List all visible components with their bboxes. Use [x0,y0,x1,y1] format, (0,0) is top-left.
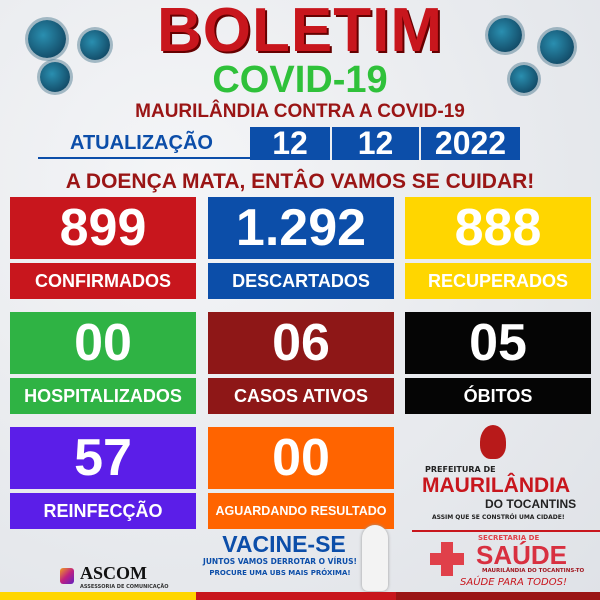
health-cross-icon [430,542,464,576]
update-month: 12 [332,127,419,160]
virus-icon [80,30,110,60]
update-day: 12 [250,127,330,160]
stat-value: 899 [10,197,196,259]
prefeitura-sub: DO TOCANTINS [485,497,577,511]
stat-value: 57 [10,427,196,489]
footer-bar [196,592,396,600]
vaccine-title: VACINE-SE [222,531,346,557]
virus-icon [510,65,538,93]
stat-value: 1.292 [208,197,394,259]
virus-icon [28,20,66,58]
stat-label: AGUARDANDO RESULTADO [208,493,394,529]
stat-card: 1.292 DESCARTADOS [208,197,394,299]
stat-value: 05 [405,312,591,374]
update-label: ATUALIZAÇÃO [70,132,213,154]
stat-card: 00 HOSPITALIZADOS [10,312,196,414]
ascom-name: ASCOM [80,563,147,583]
stat-card: 00 AGUARDANDO RESULTADO [208,427,394,529]
stat-label: HOSPITALIZADOS [10,378,196,414]
virus-icon [40,62,70,92]
saude-sub: MAURILÂNDIA DO TOCANTINS-TO [482,568,585,574]
prefeitura-logo-icon [480,425,506,459]
stat-card: 888 RECUPERADOS [405,197,591,299]
stat-card: 57 REINFECÇÃO [10,427,196,529]
divider [38,157,250,159]
vaccine-line1: JUNTOS VAMOS DERROTAR O VÍRUS! [203,557,357,566]
ascom-sub: ASSESSORIA DE COMUNICAÇÃO [80,584,169,590]
saude-motto: SAÚDE PARA TODOS! [460,577,567,588]
update-year: 2022 [421,127,520,160]
footer-bar [0,592,196,600]
divider [412,530,600,532]
stat-label: RECUPERADOS [405,263,591,299]
saude-pre: SECRETARIA DE [478,534,540,542]
prefeitura-motto: ASSIM QUE SE CONSTRÓI UMA CIDADE! [432,514,565,521]
stat-card: 06 CASOS ATIVOS [208,312,394,414]
slogan: A DOENÇA MATA, ENTÂO VAMOS SE CUIDAR! [65,170,535,193]
stat-label: CONFIRMADOS [10,263,196,299]
page-subtitle: COVID-19 [212,59,388,101]
stat-card: 899 CONFIRMADOS [10,197,196,299]
page-title: BOLETIM [157,0,443,65]
stat-value: 00 [10,312,196,374]
footer-bar [396,592,600,600]
stat-label: DESCARTADOS [208,263,394,299]
stat-value: 06 [208,312,394,374]
prefeitura-name: MAURILÂNDIA [422,474,571,497]
virus-icon [540,30,574,64]
stat-label: REINFECÇÃO [10,493,196,529]
prefeitura-pre: PREFEITURA DE [425,465,496,474]
virus-icon [488,18,522,52]
stat-value: 888 [405,197,591,259]
saude-name: SAÚDE [476,540,568,570]
stat-value: 00 [208,427,394,489]
ascom-logo-icon [60,568,74,584]
tagline: MAURILÂNDIA CONTRA A COVID-19 [135,101,465,122]
stat-label: ÓBITOS [405,378,591,414]
vaccine-mascot-icon [362,525,388,591]
vaccine-line2: PROCURE UMA UBS MAIS PRÓXIMA! [209,569,351,577]
stat-label: CASOS ATIVOS [208,378,394,414]
stat-card: 05 ÓBITOS [405,312,591,414]
